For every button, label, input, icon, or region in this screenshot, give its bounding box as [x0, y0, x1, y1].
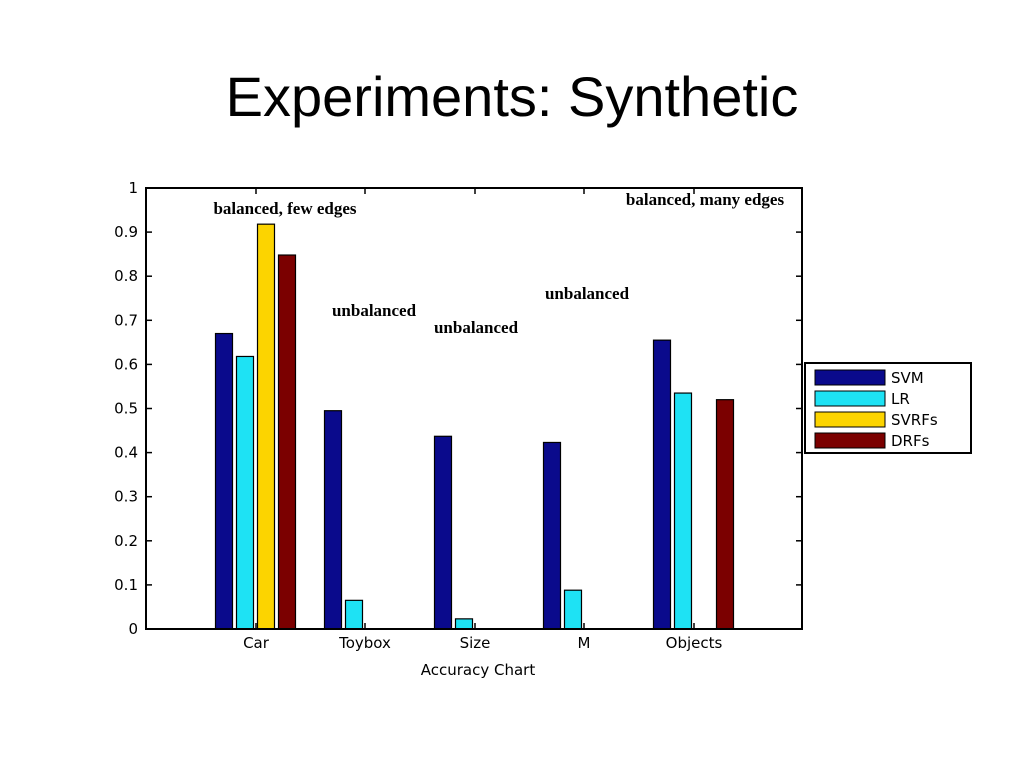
bar-svm-objects: [652, 339, 672, 630]
y-tick-label: 0.1: [114, 576, 138, 594]
x-tick-label-car: Car: [243, 634, 270, 652]
legend: SVM LR SVRFs DRFs: [804, 362, 972, 454]
x-tick-label-objects: Objects: [666, 634, 723, 652]
x-tick-label-toybox: Toybox: [338, 634, 391, 652]
y-tick-label: 0.6: [114, 355, 138, 373]
y-tick-label: 0: [128, 620, 138, 638]
y-tick-label: 0.8: [114, 267, 138, 285]
x-tick-label-size: Size: [460, 634, 491, 652]
y-tick-label: 0.9: [114, 223, 138, 241]
slide-title: Experiments: Synthetic: [225, 65, 799, 128]
bar-drfs-car: [277, 254, 297, 630]
bar-lr-toybox: [344, 599, 364, 630]
y-tick-label: 0.3: [114, 488, 138, 506]
bar-drfs-objects: [715, 399, 735, 630]
y-tick-label: 0.4: [114, 444, 138, 462]
annotation-toybox: unbalanced: [332, 301, 417, 320]
legend-label-drfs: DRFs: [891, 432, 930, 450]
bars-layer: [214, 223, 735, 630]
annotation-m: unbalanced: [545, 284, 630, 303]
annotation-objects: balanced, many edges: [626, 190, 785, 209]
legend-swatch-svrfs: [814, 411, 886, 428]
x-tick-label-m: M: [578, 634, 591, 652]
legend-label-svm: SVM: [891, 369, 924, 387]
bar-lr-objects: [673, 392, 693, 630]
bar-svm-size: [433, 435, 453, 630]
annotation-size: unbalanced: [434, 318, 519, 337]
annotations-layer: balanced, few edges unbalanced unbalanced u…: [213, 190, 784, 337]
legend-swatch-svm: [814, 369, 886, 386]
bar-lr-m: [563, 589, 583, 630]
bar-svm-car: [214, 332, 234, 630]
y-tick-label: 0.2: [114, 532, 138, 550]
legend-label-lr: LR: [891, 390, 910, 408]
legend-swatch-lr: [814, 390, 886, 407]
annotation-car: balanced, few edges: [213, 199, 356, 218]
y-tick-label: 1: [128, 179, 138, 197]
bar-lr-car: [235, 355, 255, 630]
y-tick-label: 0.7: [114, 311, 138, 329]
x-axis-label: Accuracy Chart: [421, 661, 536, 679]
bar-svm-m: [542, 441, 562, 630]
legend-swatch-drfs: [814, 432, 886, 449]
bar-svrfs-car: [256, 223, 276, 630]
legend-label-svrfs: SVRFs: [891, 411, 938, 429]
bar-lr-size: [454, 618, 474, 630]
y-tick-label: 0.5: [114, 400, 138, 418]
bar-svm-toybox: [323, 410, 343, 630]
ticks-layer: 0 0.1 0.2 0.3 0.4 0.5 0.6 0.7 0.8 0.9 1 Car Toybox Si…: [114, 179, 802, 652]
